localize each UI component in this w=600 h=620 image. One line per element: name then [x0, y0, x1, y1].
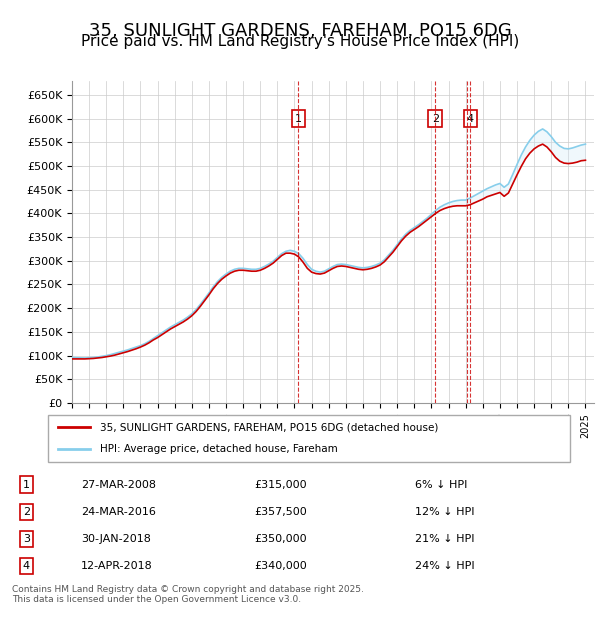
Text: £340,000: £340,000 — [254, 561, 307, 571]
Text: Contains HM Land Registry data © Crown copyright and database right 2025.
This d: Contains HM Land Registry data © Crown c… — [12, 585, 364, 604]
Text: 6% ↓ HPI: 6% ↓ HPI — [415, 480, 467, 490]
Text: 24% ↓ HPI: 24% ↓ HPI — [415, 561, 475, 571]
Text: Price paid vs. HM Land Registry's House Price Index (HPI): Price paid vs. HM Land Registry's House … — [81, 34, 519, 49]
Text: 12-APR-2018: 12-APR-2018 — [81, 561, 153, 571]
Text: 2: 2 — [23, 507, 30, 517]
Text: £315,000: £315,000 — [254, 480, 307, 490]
Text: 4: 4 — [467, 113, 474, 123]
Text: 30-JAN-2018: 30-JAN-2018 — [81, 534, 151, 544]
Text: 21% ↓ HPI: 21% ↓ HPI — [415, 534, 475, 544]
Text: 3: 3 — [23, 534, 30, 544]
Text: 24-MAR-2016: 24-MAR-2016 — [81, 507, 156, 517]
Text: 2: 2 — [432, 113, 439, 123]
Text: 27-MAR-2008: 27-MAR-2008 — [81, 480, 156, 490]
Text: 1: 1 — [295, 113, 302, 123]
FancyBboxPatch shape — [48, 415, 570, 462]
Text: HPI: Average price, detached house, Fareham: HPI: Average price, detached house, Fare… — [100, 444, 338, 454]
Text: £357,500: £357,500 — [254, 507, 307, 517]
Text: 35, SUNLIGHT GARDENS, FAREHAM, PO15 6DG: 35, SUNLIGHT GARDENS, FAREHAM, PO15 6DG — [89, 22, 511, 40]
Text: 4: 4 — [23, 561, 30, 571]
Text: £350,000: £350,000 — [254, 534, 307, 544]
Text: 12% ↓ HPI: 12% ↓ HPI — [415, 507, 475, 517]
Text: 1: 1 — [23, 480, 30, 490]
Text: 35, SUNLIGHT GARDENS, FAREHAM, PO15 6DG (detached house): 35, SUNLIGHT GARDENS, FAREHAM, PO15 6DG … — [100, 422, 439, 432]
